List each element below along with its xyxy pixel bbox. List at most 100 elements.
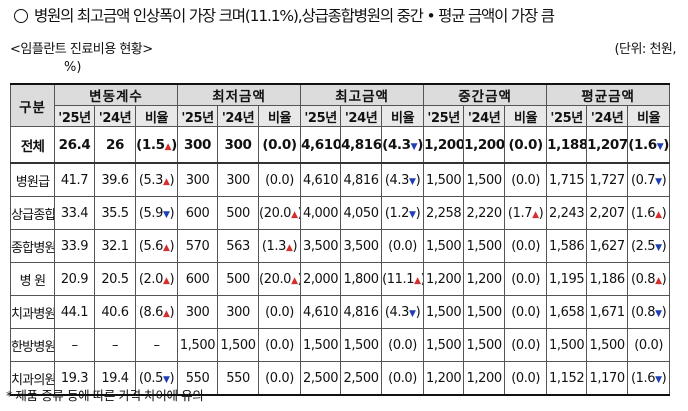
ratio-value: (5.3 [138,172,164,188]
ratio-value: (0.0) [634,337,664,353]
ratio-cell: (0.0) [258,361,302,396]
ratio-cell: – [134,328,179,362]
table-cell: 4,610 [300,295,342,329]
ratio-close-paren: ) [661,205,667,221]
table-cell: 2,258 [423,196,465,230]
triangle-down-icon: ▼ [656,141,664,152]
table-cell: 3,500 [340,229,383,263]
table-cell: 4,610 [300,162,342,197]
table-cell: 1,186 [586,262,629,296]
table-cell: 19.4 [94,361,136,396]
ratio-close-paren: ) [663,136,670,153]
table-cell: 300 [177,162,219,197]
table-cell: 20.5 [94,262,136,296]
table-cell: 1,727 [586,162,629,197]
table-cell: 33.9 [54,229,95,263]
table-cell: 1,188 [546,126,588,164]
ratio-value: (1.6 [630,205,656,221]
table-row: 전체 26.4 26 (1.5▲) 300 300 (0.0) 4,610 4,816 (4.3▼… [10,126,671,164]
ratio-close-paren: ) [661,271,667,287]
table-cell: 1,800 [340,262,383,296]
ratio-value: (0.0) [265,304,294,320]
ratio-cell: (0.0) [381,361,425,396]
ratio-close-paren: ) [661,370,667,386]
ratio-cell: (1.6▼) [627,361,671,396]
table-cell: 1,715 [546,162,588,197]
ratio-cell: (0.5▼) [134,361,179,396]
ratio-cell: (2.0▲) [134,262,179,296]
ratio-value: (0.8 [630,304,656,320]
ratio-value: (1.6 [628,136,658,153]
header-group: 최고금액 [300,83,425,106]
unit-label-pct: %) [64,60,82,75]
ratio-close-paren: ) [415,304,421,320]
ratio-cell: (4.3▼) [381,295,425,329]
table-cell: 39.6 [94,162,136,197]
table-cell: – [54,328,95,362]
table-row: 상급종합33.435.5(5.9▼)600500(20.0▲)4,0004,05… [10,196,671,230]
ratio-value: (0.0) [511,271,541,287]
ratio-value: (0.0) [265,370,294,386]
ratio-cell: (0.8▲) [627,262,671,296]
table-cell: 19.3 [54,361,95,396]
table-cell: 26.4 [54,126,95,164]
ratio-value: (0.0) [511,172,541,188]
ratio-cell: (8.6▲) [134,295,179,329]
ratio-cell: (0.7▼) [627,162,671,197]
table-cell: 500 [217,196,260,230]
table-cell: 300 [177,295,219,329]
table-cell: 300 [217,162,260,197]
ratio-cell: (0.0) [504,126,548,164]
ratio-close-paren: ) [417,136,423,153]
ratio-cell: (1.3▲) [258,229,302,263]
ratio-value: (0.0) [511,370,541,386]
ratio-cell: (0.0) [504,361,548,396]
ratio-value: (4.3 [382,136,412,153]
table-cell: 1,200 [463,361,506,396]
ratio-cell: (0.0) [504,295,548,329]
triangle-up-icon: ▲ [162,308,170,319]
ratio-cell: (1.6▼) [627,126,671,164]
ratio-value: (0.0) [388,238,417,254]
ratio-cell: (0.0) [504,229,548,263]
row-label: 치과의원 [10,361,55,396]
ratio-value: (0.0) [265,172,294,188]
table-cell: 1,500 [423,162,465,197]
ratio-value: (0.5 [138,370,164,386]
table-cell: 1,500 [217,328,260,362]
row-label: 종합병원 [10,229,55,263]
ratio-cell: (20.0▲) [258,262,302,296]
table-cell: 41.7 [54,162,95,197]
ratio-value: (4.3 [384,172,410,188]
table-cell: 40.6 [94,295,136,329]
ratio-cell: (1.6▲) [627,196,671,230]
table-cell: 1,200 [423,262,465,296]
table-cell: 1,586 [546,229,588,263]
table-cell: 1,500 [423,295,465,329]
table-cell: 2,500 [340,361,383,396]
ratio-cell: (0.8▼) [627,295,671,329]
table-cell: 300 [217,126,260,164]
table-cell: 1,500 [423,328,465,362]
ratio-cell: (0.0) [258,126,302,164]
table-cell: 1,200 [463,262,506,296]
table-cell: 20.9 [54,262,95,296]
ratio-value: (1.3 [261,238,287,254]
table-caption: <임플란트 진료비용 현황> [10,42,153,57]
table-cell: – [94,328,136,362]
ratio-close-paren: ) [171,136,177,153]
ratio-cell: (0.0) [381,328,425,362]
ratio-close-paren: ) [169,205,175,221]
triangle-down-icon: ▼ [162,374,170,385]
table-cell: 1,200 [423,361,465,396]
table-cell: 600 [177,196,219,230]
header-sub: '24년 [340,105,383,127]
header-group: 중간금액 [423,83,548,106]
table-cell: 4,816 [340,295,383,329]
ratio-close-paren: ) [661,172,667,188]
ratio-close-paren: ) [415,205,421,221]
ratio-close-paren: ) [415,172,421,188]
ratio-value: (0.7 [630,172,656,188]
triangle-up-icon: ▲ [655,209,662,220]
ratio-close-paren: ) [169,370,175,386]
